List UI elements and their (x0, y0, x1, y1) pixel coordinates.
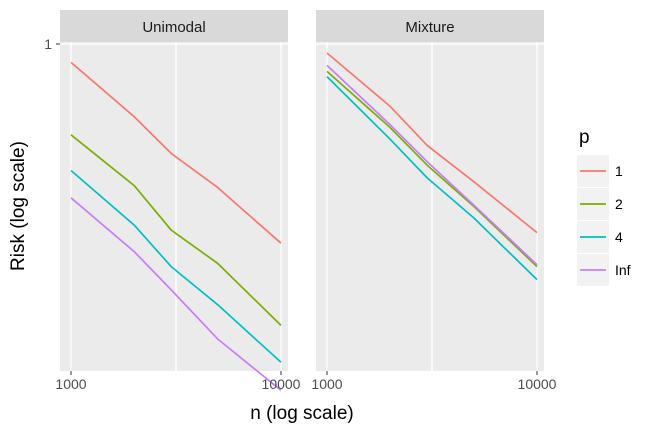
x-tick-label: 1000 (311, 376, 342, 392)
strip-background (316, 10, 544, 42)
series-line-p-1 (326, 52, 538, 234)
x-tick-label: 10000 (262, 376, 301, 392)
x-axis: 1000 10000 1000 10000 (55, 371, 557, 392)
panels: Unimodal Mixture (60, 10, 544, 391)
legend-title: p (579, 127, 590, 148)
plot-background (60, 42, 288, 371)
series-line-p-4 (70, 169, 282, 363)
strip-background (60, 10, 288, 42)
legend-item-p-inf: Inf (577, 254, 631, 286)
legend-item-p-1: 1 (577, 155, 623, 187)
y-axis-title: Risk (log scale) (8, 141, 29, 271)
series-line-p-2 (326, 70, 538, 268)
legend-label: Inf (615, 262, 631, 278)
legend-item-p-4: 4 (577, 221, 623, 253)
legend-item-p-2: 2 (577, 188, 623, 220)
series-line-p-1 (70, 61, 282, 244)
series-line-p-4 (326, 75, 538, 281)
plot-background (316, 42, 544, 371)
x-tick-label: 1000 (55, 376, 86, 392)
legend-label: 2 (615, 196, 623, 212)
strip-label: Unimodal (142, 19, 205, 36)
legend-label: 4 (615, 229, 623, 245)
x-axis-title: n (log scale) (250, 403, 354, 424)
series-line-p-inf (70, 197, 282, 391)
panel-mixture: Mixture (316, 10, 544, 371)
y-tick-label: 1 (44, 36, 52, 52)
legend-label: 1 (615, 163, 623, 179)
strip-label: Mixture (405, 19, 454, 36)
y-axis: 1 (44, 36, 60, 52)
series-line-p-inf (326, 64, 538, 266)
x-tick-label: 10000 (518, 376, 557, 392)
series-line-p-2 (70, 134, 282, 327)
legend: p 1 2 4 Inf (577, 127, 631, 286)
panel-unimodal: Unimodal (60, 10, 288, 391)
